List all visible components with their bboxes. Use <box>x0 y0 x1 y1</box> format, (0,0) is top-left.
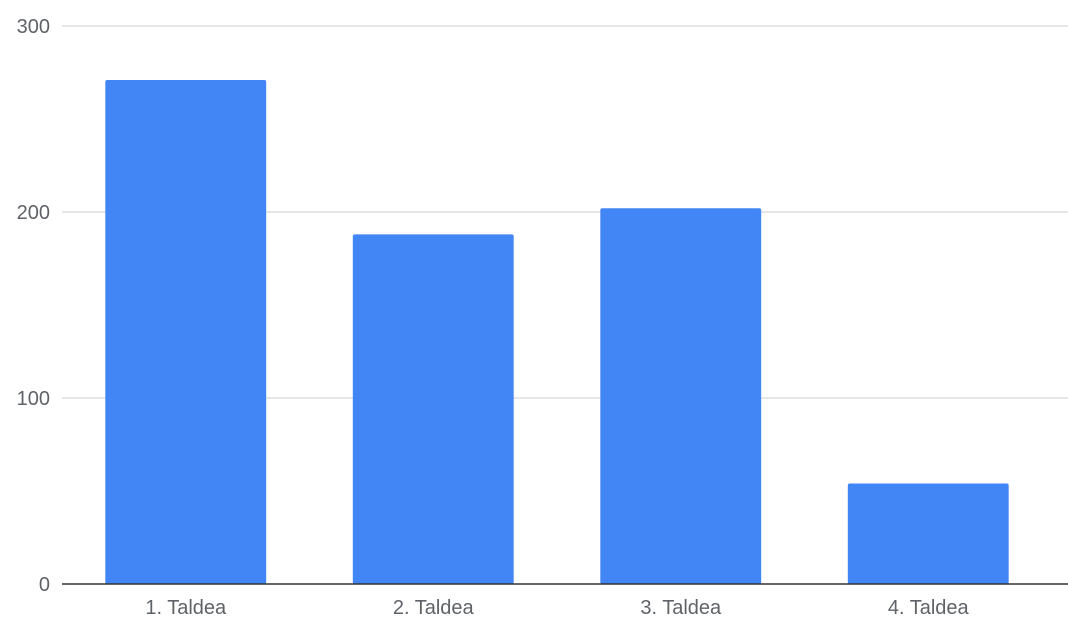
x-category-label: 4. Taldea <box>888 597 970 618</box>
bar-3 <box>600 208 762 584</box>
y-tick-label: 300 <box>17 16 50 38</box>
bar-1 <box>105 79 267 584</box>
bar-4 <box>847 483 1009 584</box>
x-category-label: 2. Taldea <box>393 597 475 618</box>
y-tick-label: 100 <box>17 388 50 410</box>
x-category-label: 1. Taldea <box>145 597 227 618</box>
bars <box>105 79 1009 584</box>
bar-2 <box>352 234 514 584</box>
x-axis-category-labels: 1. Taldea 2. Taldea 3. Taldea 4. Taldea <box>145 597 969 618</box>
y-axis-tick-labels: 0 100 200 300 <box>17 16 50 596</box>
y-tick-label: 0 <box>39 574 50 596</box>
x-category-label: 3. Taldea <box>640 597 722 618</box>
y-tick-label: 200 <box>17 202 50 224</box>
